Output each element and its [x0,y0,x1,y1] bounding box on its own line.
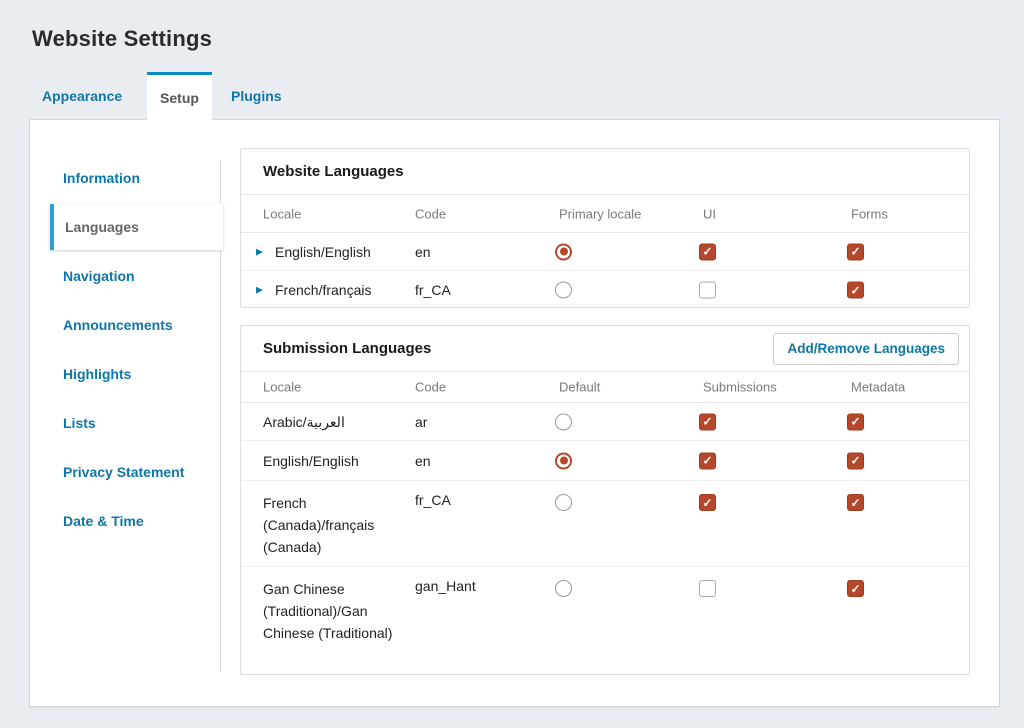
table-row-english: ▶ English/English en [241,233,969,271]
code-cell: en [415,452,431,469]
primary-locale-radio[interactable] [555,281,572,299]
locale-cell: French/français [275,282,372,298]
submissions-checkbox[interactable] [699,413,716,430]
submissions-checkbox[interactable] [699,494,716,511]
submission-languages-column-headers: Locale Code Default Submissions Metadata [241,371,969,403]
sidebar-item-information[interactable]: Information [63,170,140,186]
tab-plugins[interactable]: Plugins [231,88,282,104]
submission-languages-title: Submission Languages [263,340,432,357]
column-locale: Locale [263,379,302,395]
table-row-english: English/English en [241,441,969,481]
code-cell: fr_CA [415,492,451,508]
expand-row-icon[interactable]: ▶ [256,246,263,256]
sidebar-item-lists[interactable]: Lists [63,415,96,431]
column-code: Code [415,379,447,395]
column-ui: UI [703,206,716,221]
add-remove-languages-button[interactable]: Add/Remove Languages [773,332,959,365]
tab-appearance[interactable]: Appearance [42,88,123,104]
forms-checkbox[interactable] [847,281,864,299]
setup-panel: Information Languages Navigation Announc… [30,120,999,706]
column-metadata: Metadata [851,379,906,395]
sidebar-item-privacy-statement[interactable]: Privacy Statement [63,464,185,480]
metadata-checkbox[interactable] [847,452,864,469]
sidebar-item-languages[interactable]: Languages [50,204,223,250]
table-row-french-canada: French (Canada)/français (Canada) fr_CA [241,481,969,567]
website-languages-column-headers: Locale Code Primary locale UI Forms [241,194,969,233]
table-row-gan-chinese: Gan Chinese (Traditional)/Gan Chinese (T… [241,567,969,674]
locale-cell: English/English [275,243,371,260]
submission-languages-panel: Submission Languages Add/Remove Language… [240,325,970,675]
code-cell: en [415,243,431,260]
ui-checkbox[interactable] [699,243,716,260]
submissions-checkbox[interactable] [699,580,716,597]
website-languages-panel: Website Languages Locale Code Primary lo… [240,148,970,308]
column-default: Default [559,379,601,395]
column-code: Code [415,206,447,221]
code-cell: gan_Hant [415,578,476,594]
sidebar-item-highlights[interactable]: Highlights [63,366,132,382]
default-radio[interactable] [555,580,572,597]
website-languages-title: Website Languages [263,163,404,180]
default-radio[interactable] [555,452,572,469]
sidebar-item-languages-label: Languages [65,219,139,235]
locale-cell: English/English [263,452,359,469]
expand-row-icon[interactable]: ▶ [256,284,263,295]
column-submissions: Submissions [703,379,777,395]
code-cell: fr_CA [415,282,451,298]
table-row-arabic: Arabic/العربية ar [241,403,969,441]
locale-cell: French (Canada)/français (Canada) [263,495,375,555]
submissions-checkbox[interactable] [699,452,716,469]
column-forms: Forms [851,206,888,221]
metadata-checkbox[interactable] [847,494,864,511]
code-cell: ar [415,413,428,430]
tab-setup-label: Setup [160,90,199,106]
default-radio[interactable] [555,413,572,430]
forms-checkbox[interactable] [847,243,864,260]
sidebar-item-date-time[interactable]: Date & Time [63,513,144,529]
sidebar-item-navigation[interactable]: Navigation [63,268,135,284]
tab-setup[interactable]: Setup [147,72,212,121]
default-radio[interactable] [555,494,572,511]
table-row-french: ▶ French/français fr_CA [241,271,969,309]
sidebar-item-announcements[interactable]: Announcements [63,317,173,333]
sidebar-divider [220,160,221,672]
page-title: Website Settings [32,26,213,51]
ui-checkbox[interactable] [699,281,716,299]
column-primary-locale: Primary locale [559,206,642,221]
locale-cell: Arabic/العربية [263,413,345,430]
metadata-checkbox[interactable] [847,580,864,597]
metadata-checkbox[interactable] [847,413,864,430]
locale-cell: Gan Chinese (Traditional)/Gan Chinese (T… [263,581,393,641]
primary-locale-radio[interactable] [555,243,572,260]
column-locale: Locale [263,206,302,221]
